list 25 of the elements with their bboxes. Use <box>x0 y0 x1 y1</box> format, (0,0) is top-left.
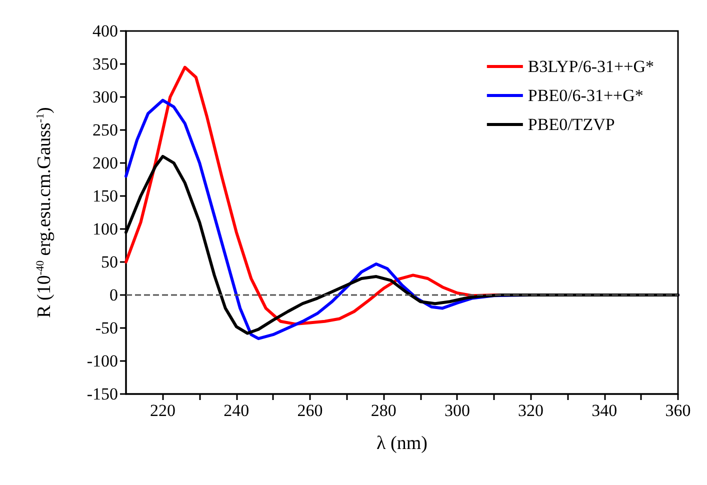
y-tick-label: 250 <box>92 120 118 140</box>
x-tick-label: 300 <box>444 401 470 420</box>
legend-label: PBE0/TZVP <box>528 115 615 134</box>
y-tick-label: 300 <box>92 88 118 106</box>
x-tick-label: 340 <box>592 401 618 420</box>
x-tick-label: 260 <box>297 401 323 420</box>
y-tick-label: -50 <box>95 318 118 338</box>
legend-label: B3LYP/6-31++G* <box>528 57 654 76</box>
legend-label: PBE0/6-31++G* <box>528 86 644 105</box>
y-tick-label: 0 <box>110 286 118 304</box>
y-tick-label: 100 <box>92 220 118 238</box>
x-tick-label: 360 <box>665 401 691 420</box>
y-tick-label: 400 <box>92 22 118 40</box>
x-tick-label: 320 <box>518 401 544 420</box>
y-tick-label: -150 <box>86 384 118 404</box>
x-tick-label: 280 <box>370 401 396 420</box>
y-tick-label: 150 <box>92 186 118 206</box>
y-tick-label: 50 <box>101 252 118 272</box>
y-tick-label: -100 <box>86 352 118 370</box>
y-tick-label: 200 <box>92 154 118 172</box>
x-tick-label: 220 <box>150 401 176 420</box>
x-tick-label: 240 <box>224 401 250 420</box>
x-axis-title: λ (nm) <box>376 433 428 454</box>
y-tick-label: 350 <box>92 54 118 74</box>
y-axis-title: R (10-40 erg.esu.cm.Gauss-1) <box>34 107 55 318</box>
